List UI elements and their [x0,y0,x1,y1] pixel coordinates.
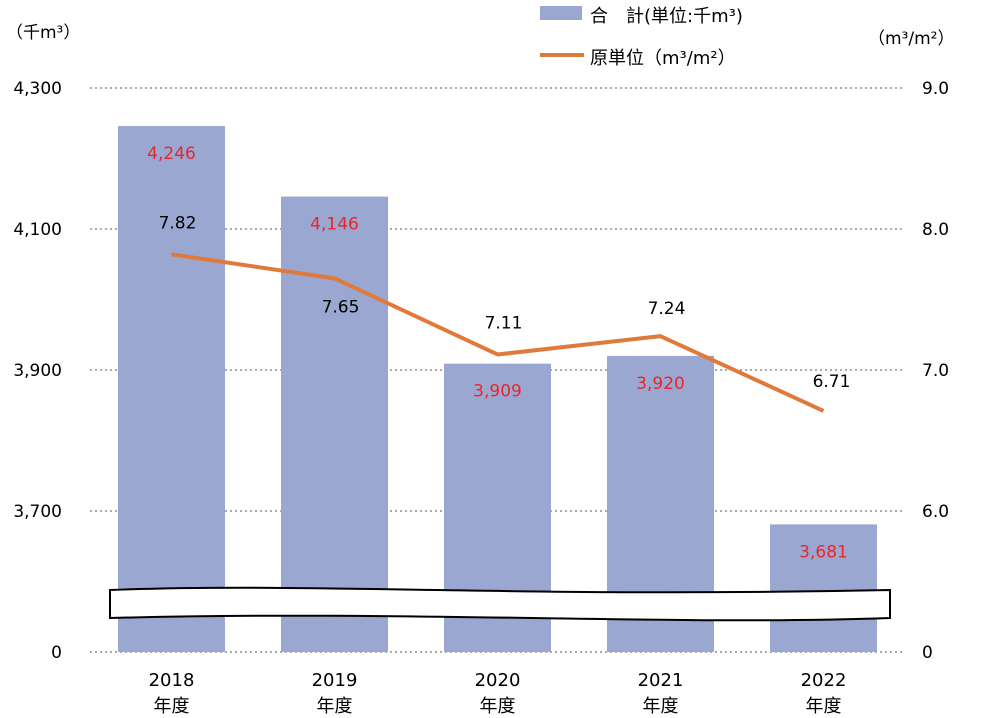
right-tick-label: 8.0 [922,220,949,240]
category-year-label: 2019 [312,670,358,691]
line-value-label: 7.65 [322,297,360,317]
line-value-label: 7.11 [485,313,523,333]
category-suffix-label: 年度 [317,696,353,717]
bar-value-label: 3,909 [473,382,522,402]
axis-break-band [109,586,891,622]
line-value-label: 7.82 [159,213,197,233]
data-labels: 4,246 4,146 3,909 3,920 3,681 7.82 7.65 7.11 7.2… [147,144,850,562]
grid-lines [90,87,905,653]
left-tick-label: 4,100 [13,220,62,240]
bar-value-label: 3,920 [636,374,685,394]
bar-value-label: 3,681 [799,542,848,562]
legend-line-label: 原単位（m³/m²） [590,48,736,69]
right-tick-label-zero: 0 [922,643,933,663]
left-tick-label: 4,300 [13,79,62,99]
legend-bar-swatch [540,6,582,20]
category-year-label: 2022 [801,670,847,691]
bar [770,524,877,652]
right-tick-label: 9.0 [922,79,949,99]
category-suffix-label: 年度 [480,696,516,717]
right-axis-unit: （m³/m²） [868,29,955,49]
category-year-label: 2021 [638,670,684,691]
left-tick-label: 3,900 [13,361,62,381]
bar [118,126,225,652]
category-suffix-label: 年度 [154,696,190,717]
legend-bar-label: 合 計(単位:千m³) [590,6,743,27]
left-tick-label: 3,700 [13,502,62,522]
right-tick-label: 6.0 [922,502,949,522]
bar-value-label: 4,146 [310,215,359,235]
legend-marks [540,6,584,57]
bar-value-label: 4,246 [147,144,196,164]
line-path [171,252,825,413]
line-value-label: 7.24 [648,299,686,319]
left-axis-unit: （千m³） [6,23,81,43]
line-series [171,252,825,413]
axis-break-marker [109,586,891,622]
left-tick-label-zero: 0 [51,643,62,663]
category-suffix-label: 年度 [806,696,842,717]
bar [281,196,388,652]
right-tick-label: 7.0 [922,361,949,381]
category-suffix-label: 年度 [643,696,679,717]
line-value-label: 6.71 [813,372,851,392]
category-year-label: 2018 [149,670,195,691]
category-year-label: 2020 [475,670,521,691]
axis-ticks: 3,700 3,900 4,100 4,300 0 6.0 7.0 8.0 9.0 0 2018 年度… [13,79,949,717]
